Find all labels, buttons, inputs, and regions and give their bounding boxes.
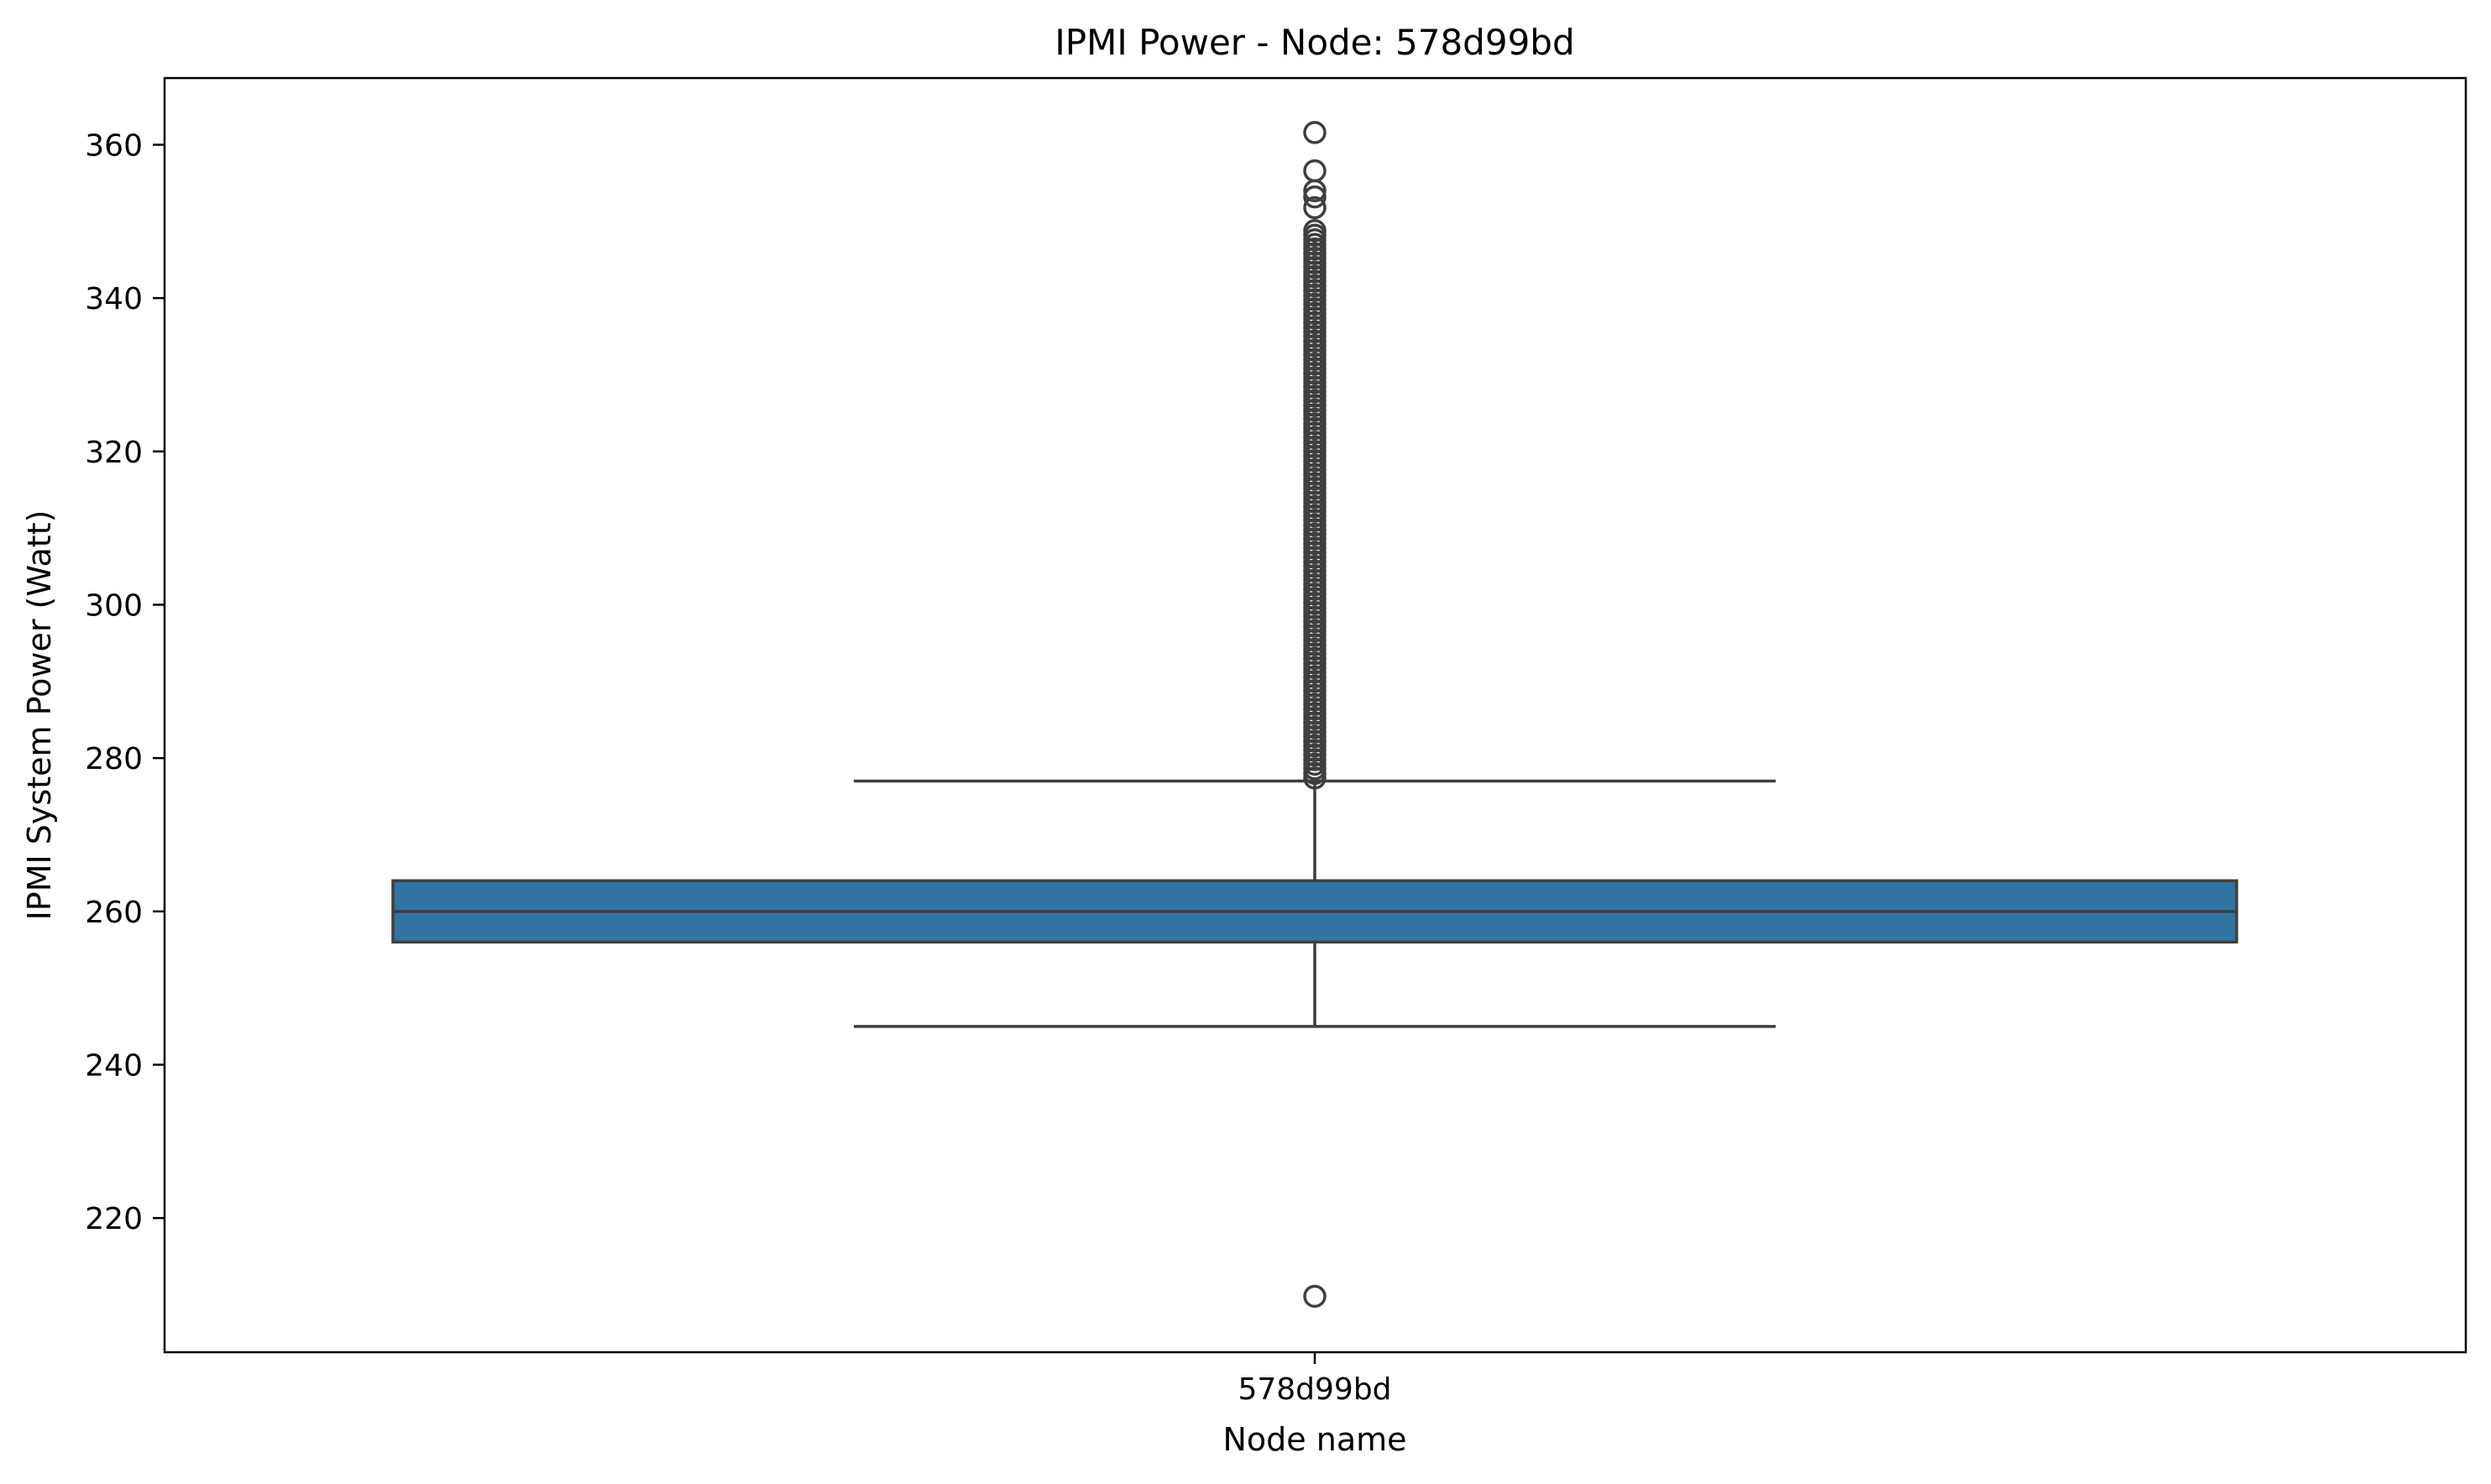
y-axis: 220 240 260 280 300 320 340 360: [85, 128, 165, 1236]
y-tick-label: 320: [85, 436, 143, 470]
outlier-point: [1303, 185, 1327, 209]
y-axis-label: IPMI System Power (Watt): [21, 510, 58, 921]
x-tick-label: 578d99bd: [1238, 1372, 1391, 1407]
y-tick-label: 220: [85, 1202, 143, 1236]
outlier-point: [1303, 121, 1327, 144]
outlier-point: [1303, 159, 1327, 183]
y-tick-label: 360: [85, 128, 143, 163]
x-axis: 578d99bd: [1238, 1352, 1392, 1407]
outlier-point: [1303, 219, 1327, 243]
chart-title: IPMI Power - Node: 578d99bd: [1054, 22, 1574, 63]
y-tick-label: 340: [85, 282, 143, 316]
y-tick-label: 280: [85, 742, 143, 776]
y-tick-label: 260: [85, 896, 143, 930]
plot-area: [391, 121, 2238, 1309]
outlier-point: [1303, 196, 1327, 220]
outlier-point: [1303, 1284, 1327, 1309]
y-tick-label: 300: [85, 588, 143, 623]
y-tick-label: 240: [85, 1048, 143, 1083]
x-axis-label: Node name: [1222, 1421, 1406, 1458]
